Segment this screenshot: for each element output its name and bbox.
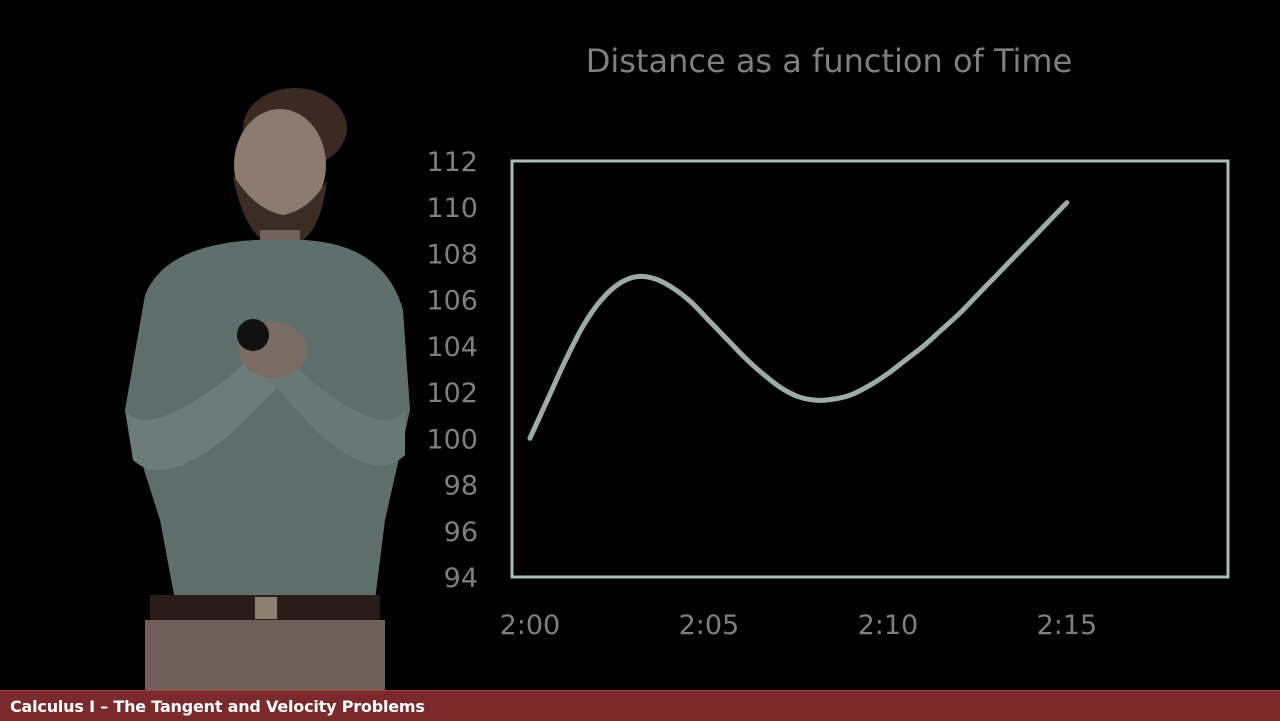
y-tick-label: 108 (426, 239, 478, 270)
y-tick-label: 100 (426, 424, 478, 455)
distance-time-chart: Distance as a function of Time 94 96 98 100… (426, 42, 1230, 641)
series-line-distance (527, 200, 1070, 441)
x-tick-label: 2:05 (679, 610, 740, 641)
y-tick-label: 112 (426, 147, 478, 178)
plot-area-frame (510, 159, 1230, 579)
chart-title: Distance as a function of Time (586, 42, 1073, 80)
y-tick-label: 98 (444, 471, 478, 502)
y-tick-label: 96 (444, 517, 478, 548)
y-axis-tick-labels: 94 96 98 100 102 104 106 108 110 112 (426, 147, 478, 594)
y-tick-label: 104 (426, 332, 478, 363)
x-tick-label: 2:10 (858, 610, 919, 641)
series-group (527, 200, 1070, 441)
x-axis-tick-labels: 2:00 2:05 2:10 2:15 (500, 610, 1098, 641)
y-tick-label: 102 (426, 378, 478, 409)
presenter-image (125, 88, 410, 690)
y-tick-label: 106 (426, 286, 478, 317)
y-tick-label: 94 (444, 563, 478, 594)
x-tick-label: 2:15 (1037, 610, 1098, 641)
x-tick-label: 2:00 (500, 610, 561, 641)
y-tick-label: 110 (426, 193, 478, 224)
footer-title: Calculus I – The Tangent and Velocity Pr… (10, 697, 425, 716)
footer-bar: Calculus I – The Tangent and Velocity Pr… (0, 690, 1280, 721)
